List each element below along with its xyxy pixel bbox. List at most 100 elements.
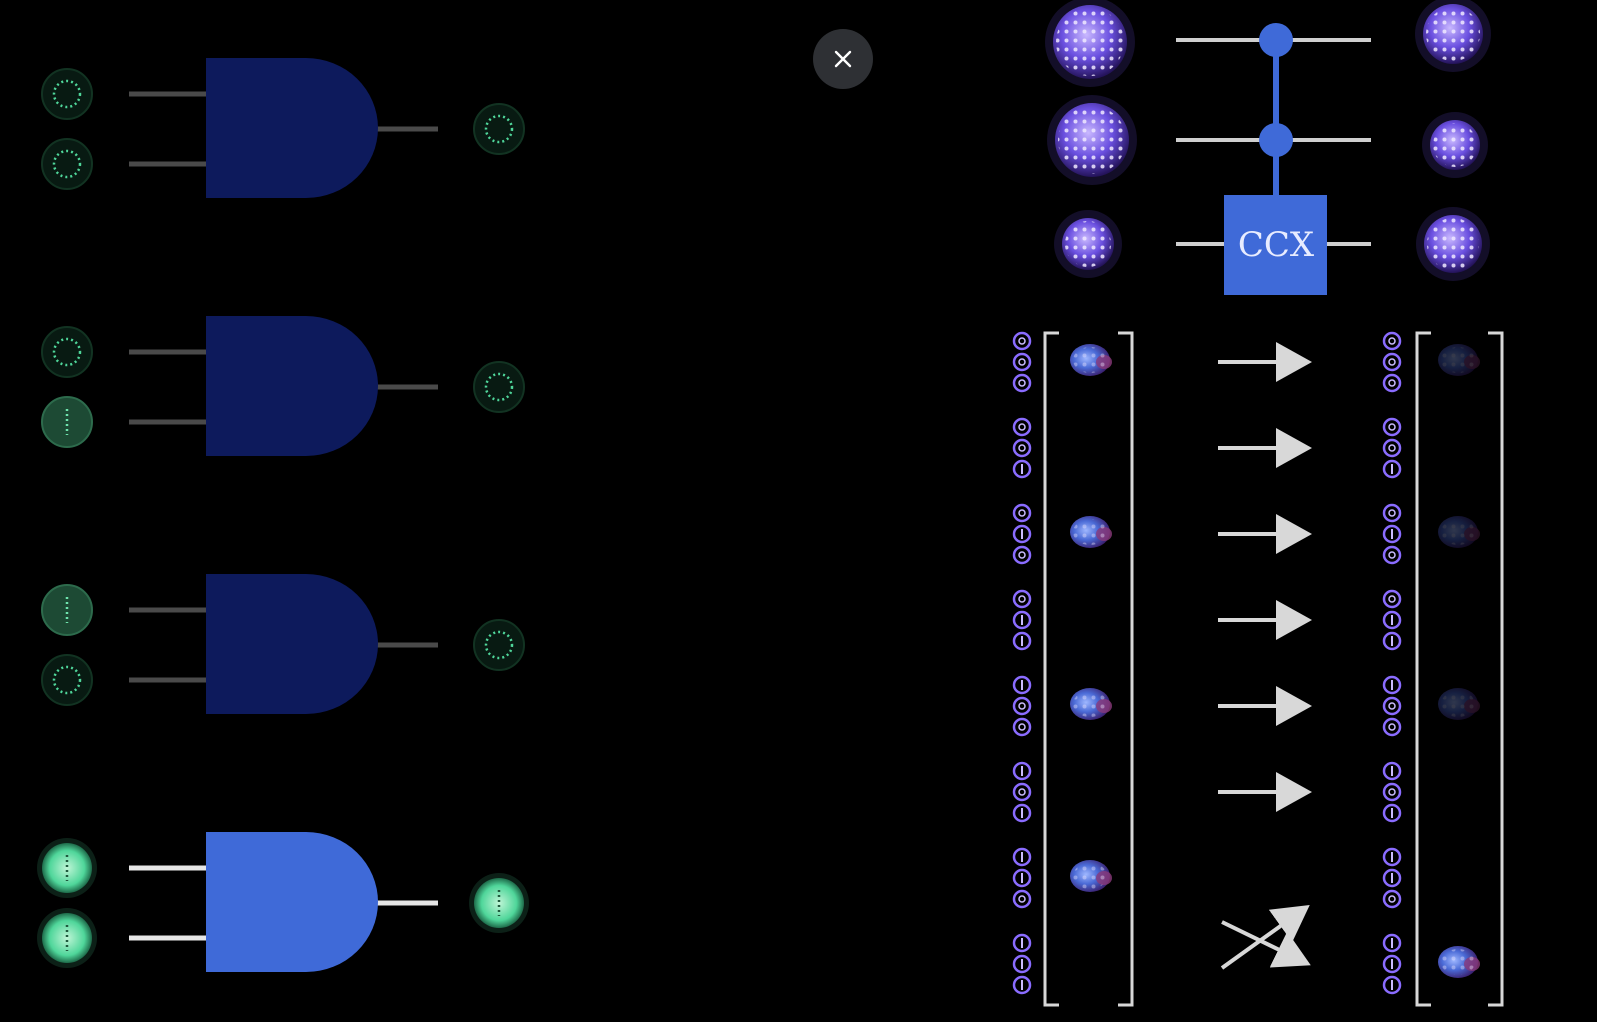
- output-bit: [469, 873, 529, 933]
- input-bit-a: [41, 326, 93, 378]
- state-mapping-table: [1012, 331, 1504, 1007]
- bit-0: [1382, 545, 1402, 565]
- input-bracket-right: [1118, 331, 1134, 1007]
- input-amplitude: [1070, 516, 1112, 548]
- bit-0: [1012, 373, 1032, 393]
- bit-1: [1012, 524, 1032, 544]
- and-gates-panel: [37, 58, 529, 972]
- input-bit-b: [41, 138, 93, 190]
- qubit-in-2: [1047, 95, 1137, 185]
- bit-1: [1382, 975, 1402, 995]
- input-basis-110: [1012, 847, 1032, 909]
- output-amplitude: [1438, 344, 1480, 376]
- bit-1: [1012, 847, 1032, 867]
- control-dot-2: [1259, 123, 1293, 157]
- bit-0: [1382, 438, 1402, 458]
- bit-1: [1382, 847, 1402, 867]
- output-basis-110: [1382, 847, 1402, 909]
- qubit-in-3: [1054, 210, 1122, 278]
- output-basis-101: [1382, 761, 1402, 823]
- and-gate-body: [206, 316, 378, 456]
- bit-0: [1012, 545, 1032, 565]
- and-gate-2: [41, 316, 525, 456]
- input-basis-010: [1012, 503, 1032, 565]
- output-basis-001: [1382, 417, 1402, 479]
- bit-0: [1382, 417, 1402, 437]
- bit-1: [1012, 761, 1032, 781]
- bit-1: [1382, 610, 1402, 630]
- bit-1: [1012, 954, 1032, 974]
- qubit-out-2: [1422, 112, 1488, 178]
- output-bit: [473, 361, 525, 413]
- bit-0: [1012, 717, 1032, 737]
- bit-1: [1012, 933, 1032, 953]
- output-basis-111: [1382, 933, 1402, 995]
- bit-0: [1012, 589, 1032, 609]
- bit-0: [1382, 589, 1402, 609]
- close-button[interactable]: [813, 29, 873, 89]
- bit-0: [1012, 503, 1032, 523]
- bit-1: [1382, 933, 1402, 953]
- and-gate-body: [206, 58, 378, 198]
- bit-1: [1012, 631, 1032, 651]
- and-gate-1: [41, 58, 525, 198]
- bit-0: [1382, 503, 1402, 523]
- qubit-in-1: [1045, 0, 1135, 87]
- output-amplitude: [1438, 946, 1480, 978]
- bit-1: [1012, 459, 1032, 479]
- bit-0: [1012, 352, 1032, 372]
- bit-0: [1012, 417, 1032, 437]
- input-amplitude: [1070, 860, 1112, 892]
- bit-0: [1382, 331, 1402, 351]
- and-gate-body: [206, 832, 378, 972]
- bit-0: [1382, 889, 1402, 909]
- and-gate-4: [37, 832, 529, 972]
- close-icon: [834, 50, 852, 68]
- input-bit-b: [37, 908, 97, 968]
- bit-0: [1382, 373, 1402, 393]
- bit-1: [1382, 761, 1402, 781]
- ccx-gate-label: CCX: [1238, 225, 1315, 265]
- bit-1: [1382, 631, 1402, 651]
- input-bit-b: [41, 654, 93, 706]
- ccx-circuit: CCX: [1045, 0, 1491, 295]
- output-bit: [473, 619, 525, 671]
- output-basis-010: [1382, 503, 1402, 565]
- input-basis-011: [1012, 589, 1032, 651]
- input-bit-a: [37, 838, 97, 898]
- input-amplitude: [1070, 344, 1112, 376]
- bit-0: [1382, 717, 1402, 737]
- bit-1: [1012, 975, 1032, 995]
- bit-0: [1012, 889, 1032, 909]
- input-basis-001: [1012, 417, 1032, 479]
- and-gate-body: [206, 574, 378, 714]
- bit-1: [1382, 524, 1402, 544]
- bit-0: [1012, 782, 1032, 802]
- input-basis-000: [1012, 331, 1032, 393]
- bit-1: [1012, 803, 1032, 823]
- bit-0: [1012, 331, 1032, 351]
- output-bit: [473, 103, 525, 155]
- bit-0: [1382, 782, 1402, 802]
- bit-1: [1382, 803, 1402, 823]
- input-basis-101: [1012, 761, 1032, 823]
- ccx-gate-box: [1224, 195, 1327, 295]
- bit-0: [1012, 696, 1032, 716]
- bit-1: [1012, 868, 1032, 888]
- bit-0: [1382, 696, 1402, 716]
- input-bit-a: [41, 68, 93, 120]
- and-gate-3: [41, 574, 525, 714]
- input-amplitude: [1070, 688, 1112, 720]
- bit-0: [1012, 438, 1032, 458]
- qubit-out-3: [1416, 207, 1490, 281]
- input-bracket-left: [1043, 331, 1059, 1007]
- bit-1: [1382, 459, 1402, 479]
- input-bit-a: [41, 584, 93, 636]
- input-bit-b: [41, 396, 93, 448]
- output-basis-100: [1382, 675, 1402, 737]
- bit-1: [1012, 675, 1032, 695]
- bit-1: [1382, 954, 1402, 974]
- output-basis-000: [1382, 331, 1402, 393]
